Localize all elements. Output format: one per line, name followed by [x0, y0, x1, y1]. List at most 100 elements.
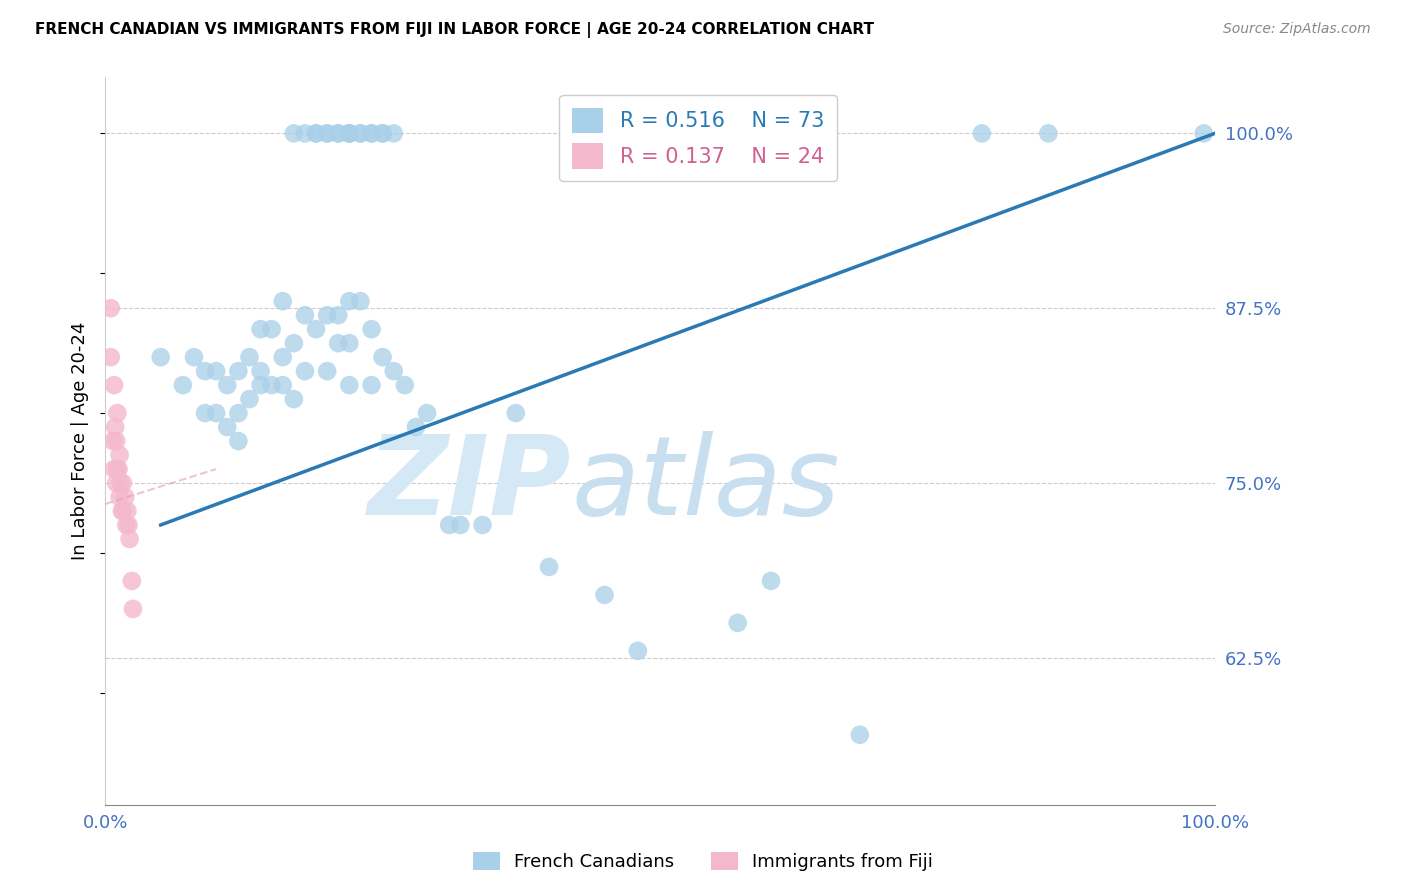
Point	[316, 364, 339, 378]
Point	[360, 378, 382, 392]
Point	[305, 127, 328, 141]
Point	[316, 127, 339, 141]
Point	[360, 127, 382, 141]
Point	[759, 574, 782, 588]
Point	[100, 301, 122, 316]
Point	[260, 378, 283, 392]
Point	[121, 574, 143, 588]
Y-axis label: In Labor Force | Age 20-24: In Labor Force | Age 20-24	[72, 322, 89, 560]
Point	[371, 350, 394, 364]
Point	[316, 308, 339, 322]
Text: Source: ZipAtlas.com: Source: ZipAtlas.com	[1223, 22, 1371, 37]
Point	[283, 127, 305, 141]
Point	[337, 127, 360, 141]
Point	[294, 308, 316, 322]
Point	[111, 504, 134, 518]
Point	[194, 364, 217, 378]
Text: ZIP: ZIP	[368, 431, 571, 538]
Point	[328, 308, 350, 322]
Point	[260, 322, 283, 336]
Point	[328, 336, 350, 351]
Point	[108, 490, 131, 504]
Point	[294, 127, 316, 141]
Point	[349, 294, 371, 309]
Point	[228, 364, 250, 378]
Legend: French Canadians, Immigrants from Fiji: French Canadians, Immigrants from Fiji	[465, 845, 941, 879]
Point	[107, 462, 129, 476]
Point	[328, 127, 350, 141]
Point	[107, 406, 129, 420]
Point	[294, 364, 316, 378]
Point	[271, 350, 294, 364]
Point	[205, 406, 228, 420]
Point	[238, 392, 260, 406]
Point	[105, 475, 128, 490]
Point	[471, 518, 494, 533]
Point	[217, 420, 239, 434]
Point	[405, 420, 427, 434]
Point	[205, 364, 228, 378]
Point	[111, 475, 134, 490]
Text: FRENCH CANADIAN VS IMMIGRANTS FROM FIJI IN LABOR FORCE | AGE 20-24 CORRELATION C: FRENCH CANADIAN VS IMMIGRANTS FROM FIJI …	[35, 22, 875, 38]
Point	[505, 406, 527, 420]
Point	[115, 518, 138, 533]
Point	[305, 127, 328, 141]
Point	[305, 322, 328, 336]
Point	[100, 350, 122, 364]
Point	[337, 127, 360, 141]
Point	[727, 615, 749, 630]
Point	[271, 378, 294, 392]
Point	[249, 378, 271, 392]
Point	[970, 127, 993, 141]
Point	[337, 378, 360, 392]
Point	[371, 127, 394, 141]
Point	[328, 127, 350, 141]
Point	[627, 644, 650, 658]
Point	[194, 406, 217, 420]
Point	[238, 350, 260, 364]
Point	[449, 518, 471, 533]
Point	[1038, 127, 1060, 141]
Point	[111, 504, 134, 518]
Point	[122, 602, 145, 616]
Legend: R = 0.516    N = 73, R = 0.137    N = 24: R = 0.516 N = 73, R = 0.137 N = 24	[560, 95, 837, 181]
Point	[382, 127, 405, 141]
Point	[283, 336, 305, 351]
Point	[110, 475, 132, 490]
Point	[360, 322, 382, 336]
Point	[117, 504, 139, 518]
Point	[382, 364, 405, 378]
Point	[114, 490, 136, 504]
Point	[118, 532, 141, 546]
Point	[538, 560, 561, 574]
Point	[228, 406, 250, 420]
Point	[107, 462, 129, 476]
Point	[849, 728, 872, 742]
Point	[349, 127, 371, 141]
Point	[371, 127, 394, 141]
Point	[283, 392, 305, 406]
Point	[103, 378, 125, 392]
Point	[1192, 127, 1215, 141]
Point	[249, 364, 271, 378]
Point	[249, 322, 271, 336]
Point	[416, 406, 439, 420]
Point	[104, 420, 127, 434]
Point	[316, 127, 339, 141]
Point	[271, 294, 294, 309]
Point	[337, 127, 360, 141]
Point	[349, 127, 371, 141]
Point	[337, 294, 360, 309]
Point	[360, 127, 382, 141]
Point	[394, 378, 416, 392]
Point	[105, 434, 128, 448]
Point	[172, 378, 194, 392]
Point	[101, 434, 124, 448]
Text: atlas: atlas	[571, 431, 839, 538]
Point	[437, 518, 460, 533]
Point	[593, 588, 616, 602]
Point	[337, 336, 360, 351]
Point	[217, 378, 239, 392]
Point	[108, 448, 131, 462]
Point	[117, 518, 139, 533]
